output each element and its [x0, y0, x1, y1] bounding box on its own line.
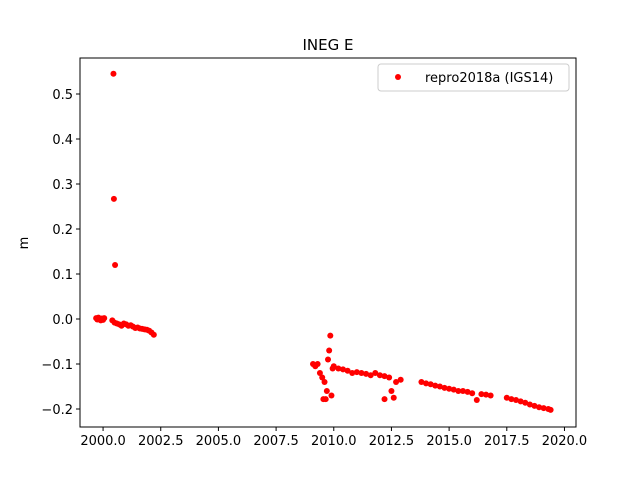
- data-point: [547, 406, 554, 413]
- x-tick-label: 2000.0: [80, 434, 126, 449]
- legend-box: [377, 63, 570, 92]
- data-point: [110, 195, 117, 202]
- y-tick-label: 0.5: [52, 88, 73, 103]
- x-tick-label: 2010.0: [311, 434, 357, 449]
- data-point: [487, 392, 494, 399]
- legend-marker: [395, 74, 401, 80]
- y-tick-label: −0.1: [41, 358, 73, 373]
- data-point: [150, 331, 157, 338]
- y-axis-label: m: [17, 237, 32, 250]
- y-axis: −0.2 −0.1 0.0 0.1 0.2 0.3 0.4 0.5: [41, 88, 80, 418]
- data-point: [469, 390, 476, 397]
- data-point: [376, 372, 383, 379]
- data-point: [358, 370, 365, 376]
- y-tick-label: −0.2: [41, 403, 73, 418]
- data-point: [513, 397, 520, 403]
- y-tick-label: 0.2: [52, 223, 73, 238]
- data-point: [483, 391, 490, 398]
- data-point: [436, 383, 443, 390]
- y-tick-label: 0.4: [52, 133, 73, 148]
- data-point: [536, 404, 543, 411]
- data-point: [455, 388, 462, 394]
- plot-frame: [79, 57, 577, 428]
- data-point: [322, 396, 329, 403]
- y-tick-label: 0.0: [52, 313, 73, 328]
- data-point: [330, 363, 337, 370]
- data-point: [344, 367, 351, 374]
- data-point: [418, 379, 425, 385]
- data-point: [522, 399, 529, 406]
- data-point: [390, 394, 397, 401]
- data-point: [478, 391, 485, 398]
- data-point: [464, 388, 471, 395]
- data-point: [517, 398, 524, 405]
- x-tick-label: 2020.0: [542, 434, 588, 449]
- chart-title: INEG E: [303, 36, 354, 54]
- data-point: [381, 373, 388, 380]
- data-point: [326, 347, 333, 354]
- data-point: [531, 402, 538, 409]
- x-tick-label: 2012.5: [369, 434, 415, 449]
- y-tick-label: 0.3: [52, 178, 73, 193]
- data-point: [459, 388, 466, 394]
- data-point: [441, 384, 448, 391]
- y-tick-label: 0.1: [52, 268, 73, 283]
- data-point: [314, 361, 321, 367]
- legend-label: repro2018a (IGS14): [425, 71, 553, 86]
- data-point: [427, 381, 434, 388]
- data-point: [388, 388, 395, 394]
- data-point: [473, 397, 480, 403]
- plot-area: [93, 70, 554, 413]
- data-point: [393, 379, 400, 385]
- data-point: [508, 396, 515, 403]
- data-point: [503, 394, 510, 401]
- x-tick-label: 2015.0: [426, 434, 472, 449]
- data-point: [321, 379, 328, 385]
- data-point: [397, 376, 404, 383]
- data-point: [446, 385, 453, 392]
- data-point: [367, 372, 374, 379]
- data-point: [372, 370, 379, 376]
- data-point: [526, 401, 533, 408]
- data-point: [450, 386, 457, 393]
- data-point: [432, 382, 439, 389]
- data-point: [327, 332, 334, 339]
- data-point: [323, 388, 330, 394]
- data-point: [423, 380, 430, 387]
- x-axis: 2000.0 2002.5 2005.0 2007.5 2010.0 2012.5 2015…: [80, 427, 587, 449]
- data-point: [349, 370, 356, 376]
- data-point: [319, 374, 326, 381]
- data-point: [112, 262, 119, 268]
- x-tick-label: 2007.5: [253, 434, 299, 449]
- data-point: [325, 356, 331, 363]
- x-tick-label: 2017.5: [484, 434, 530, 449]
- data-point: [101, 315, 108, 322]
- data-point: [381, 396, 388, 403]
- data-point: [335, 365, 342, 372]
- data-point: [363, 370, 370, 377]
- x-tick-label: 2005.0: [196, 434, 242, 449]
- legend: repro2018a (IGS14): [377, 63, 570, 92]
- data-point: [353, 369, 360, 376]
- data-point: [386, 374, 393, 381]
- data-point: [339, 366, 346, 373]
- data-point: [328, 392, 335, 399]
- data-point: [316, 370, 323, 376]
- x-tick-label: 2002.5: [138, 434, 184, 449]
- data-point: [110, 70, 117, 77]
- data-point: [540, 405, 547, 412]
